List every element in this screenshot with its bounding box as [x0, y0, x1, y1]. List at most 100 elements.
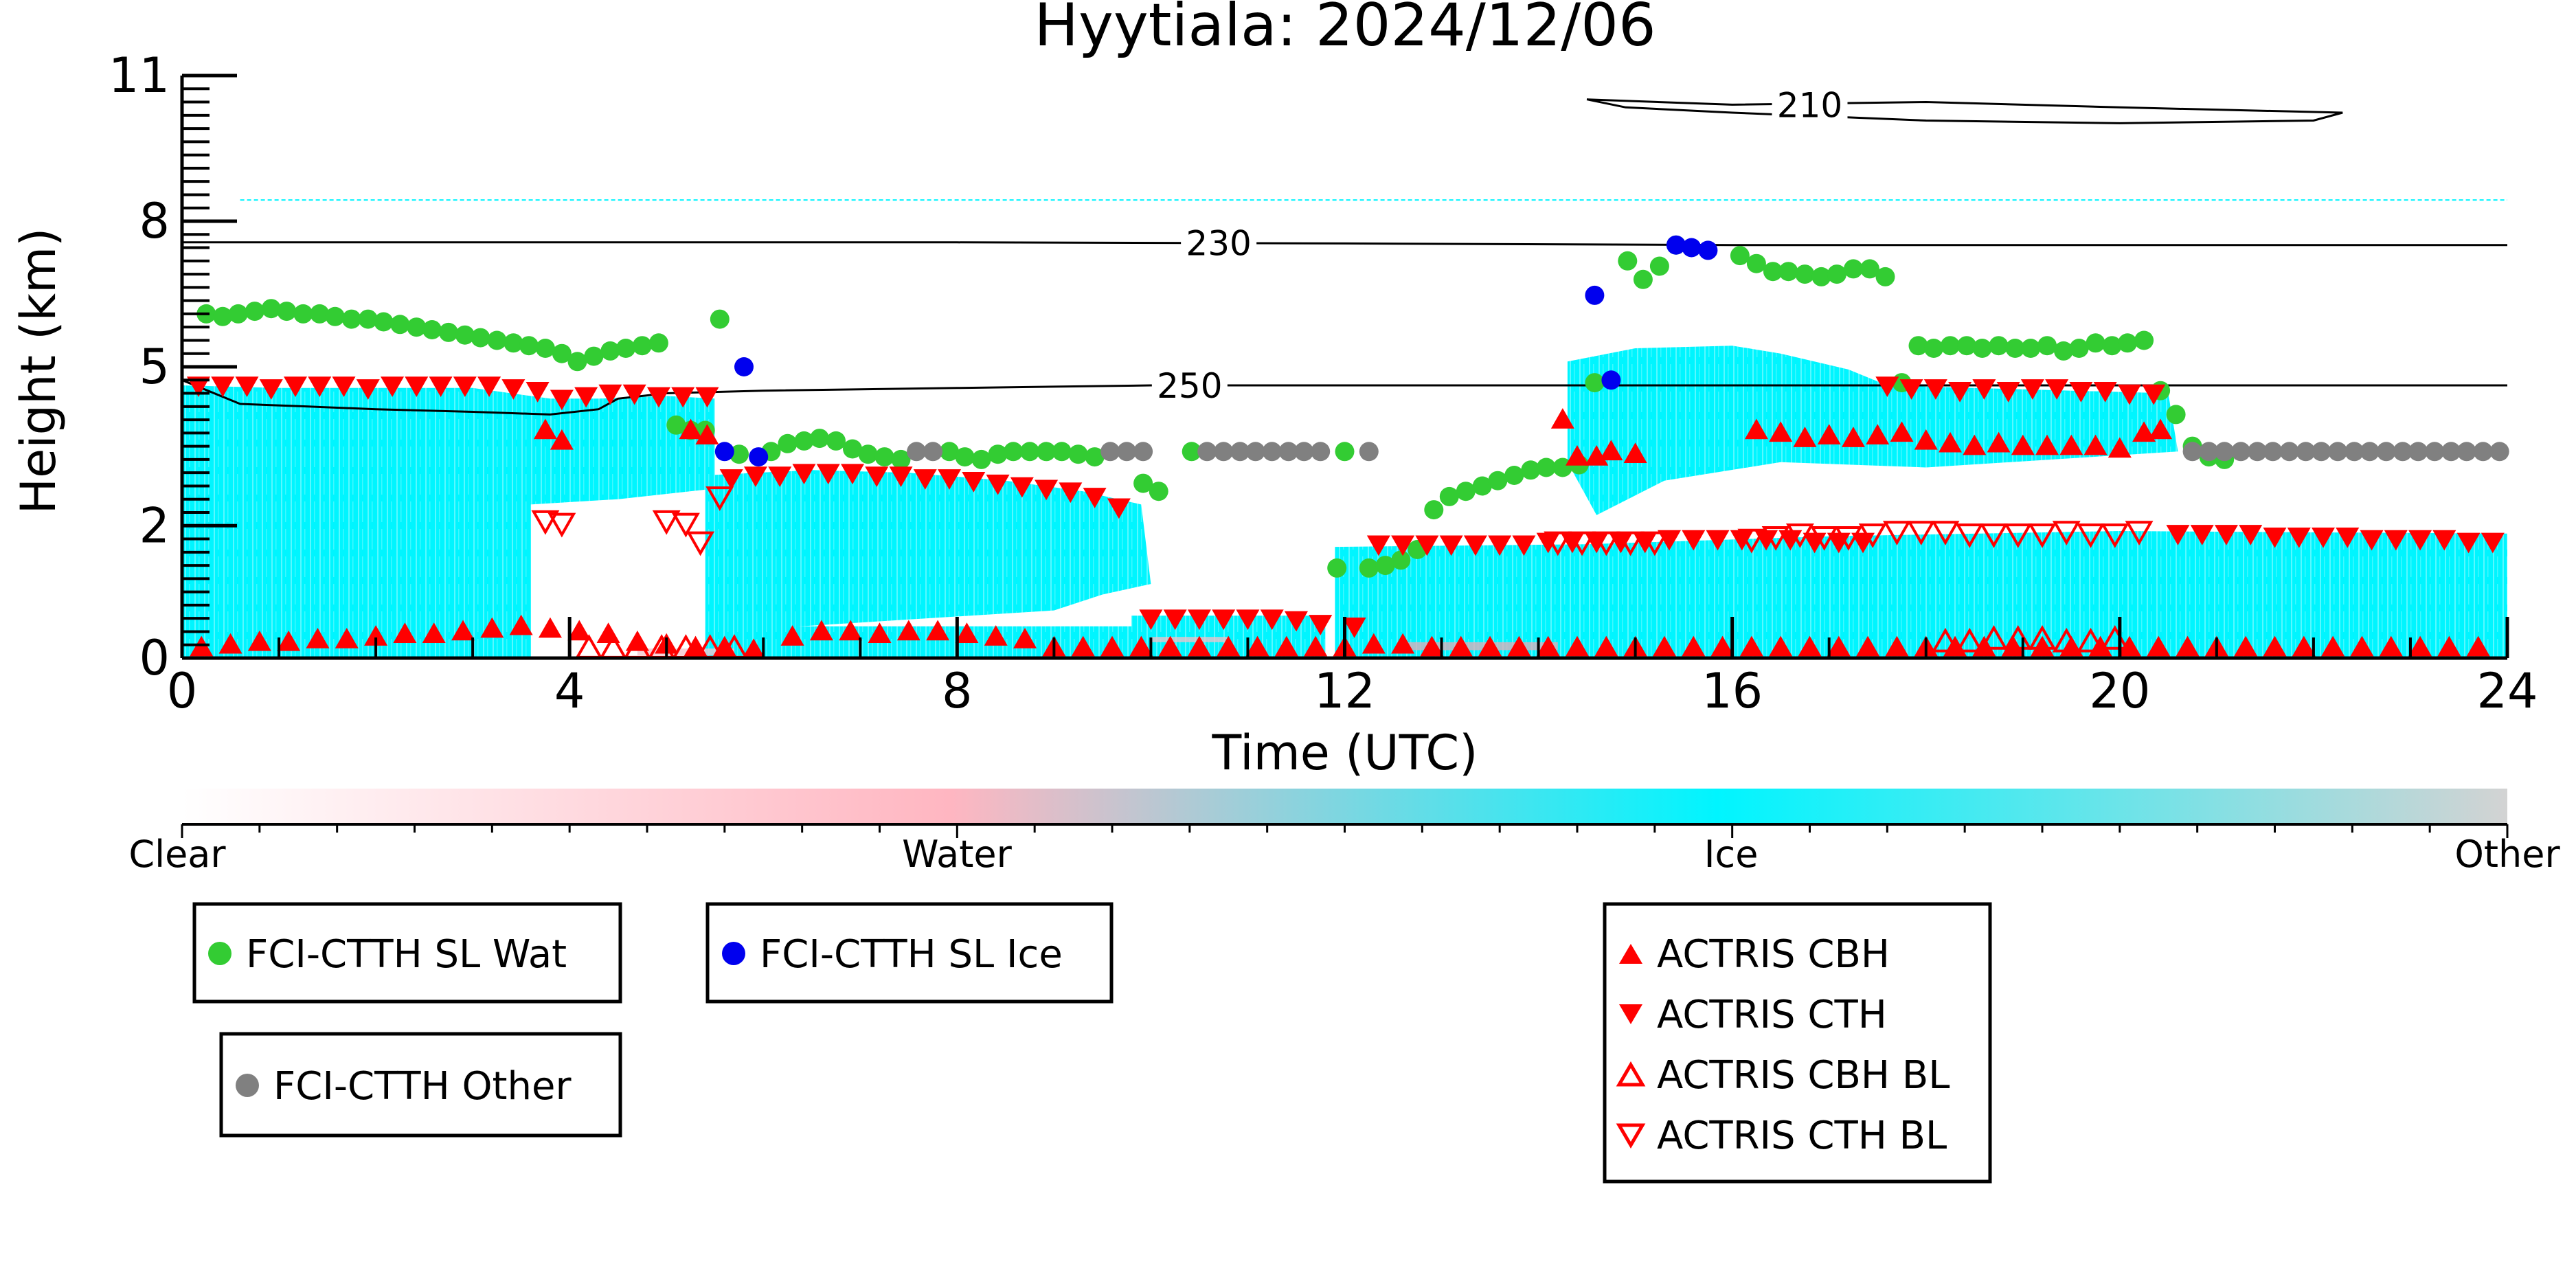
- legend-marker-other: [236, 1074, 259, 1097]
- legend-marker-cbh: [1619, 944, 1642, 964]
- data-point: [1980, 523, 2008, 548]
- data-point: [2004, 523, 2033, 548]
- data-point: [1795, 264, 1815, 284]
- data-point: [984, 625, 1008, 646]
- contour-label-250: 250: [1157, 366, 1222, 406]
- x-tick-label: 20: [2089, 663, 2150, 719]
- data-point: [567, 620, 591, 641]
- data-point: [1507, 635, 1531, 657]
- data-point: [1744, 418, 1768, 440]
- data-point: [2312, 442, 2331, 462]
- data-point: [1059, 482, 1083, 504]
- data-point: [429, 376, 453, 397]
- data-point: [1585, 373, 1605, 393]
- cloud-field: [182, 199, 2507, 658]
- data-point: [2263, 442, 2283, 462]
- data-point: [2215, 442, 2235, 462]
- data-point: [2083, 434, 2108, 455]
- data-point: [245, 302, 264, 321]
- data-point: [1939, 431, 1963, 453]
- data-point: [2456, 532, 2481, 554]
- data-point: [1504, 466, 1524, 485]
- data-point: [1311, 442, 1331, 462]
- data-point: [1746, 253, 1766, 273]
- data-point: [1129, 635, 1153, 657]
- data-point: [2384, 530, 2408, 551]
- data-point: [1798, 635, 1822, 657]
- legend: FCI-CTTH SL Wat FCI-CTTH SL Ice FCI-CTTH…: [192, 902, 1992, 1184]
- data-point: [228, 304, 248, 324]
- data-point: [1666, 235, 1686, 255]
- data-point: [2077, 523, 2105, 548]
- data-point: [2425, 442, 2445, 462]
- data-point: [358, 309, 378, 329]
- data-point: [1391, 550, 1411, 570]
- chart-title: Hyytiala: 2024/12/06: [1034, 0, 1656, 60]
- data-point: [1197, 442, 1217, 462]
- colorbar-ticks: [181, 824, 2509, 838]
- data-point: [616, 339, 635, 358]
- data-point: [218, 633, 242, 654]
- cloud-region: [705, 470, 1151, 658]
- contour-line-230: [182, 241, 2507, 247]
- data-point: [2312, 527, 2336, 548]
- data-point: [2176, 635, 2200, 657]
- data-point: [734, 357, 754, 376]
- y-tick-label: 11: [109, 47, 170, 104]
- data-point: [501, 379, 526, 400]
- data-point: [794, 431, 814, 451]
- data-point: [1616, 531, 1645, 556]
- data-point: [284, 376, 308, 397]
- data-point: [865, 466, 889, 488]
- data-point: [2239, 525, 2263, 545]
- data-point: [2031, 635, 2054, 657]
- data-point: [2086, 333, 2105, 353]
- data-point: [1980, 624, 2008, 650]
- data-point: [1139, 609, 1163, 631]
- data-point: [1618, 251, 1638, 271]
- data-point: [1536, 635, 1560, 657]
- contour-label-bg: [1181, 222, 1257, 261]
- data-point: [600, 341, 620, 361]
- data-point: [1858, 523, 1887, 548]
- data-point: [1068, 444, 1088, 464]
- data-point: [2350, 635, 2374, 657]
- data-point: [1212, 609, 1236, 631]
- data-point: [1803, 532, 1827, 554]
- legend-marker-cbh-bl: [1616, 1061, 1646, 1087]
- data-point: [2028, 523, 2057, 548]
- data-point: [1810, 526, 1839, 551]
- y-axis-label: Height (km): [10, 228, 67, 515]
- x-tick-label: 0: [167, 663, 198, 719]
- data-point: [374, 312, 394, 332]
- data-point: [1309, 615, 1333, 635]
- data-point: [2101, 523, 2129, 548]
- data-point: [1359, 442, 1379, 462]
- legend-marker-cth: [1619, 1004, 1642, 1024]
- data-point: [896, 620, 920, 641]
- data-point: [567, 352, 587, 372]
- data-point: [471, 328, 490, 348]
- data-point: [971, 449, 991, 469]
- data-point: [2263, 527, 2287, 548]
- data-point: [1763, 262, 1783, 282]
- data-point: [1955, 627, 1984, 653]
- data-point: [308, 376, 332, 397]
- data-point: [1633, 269, 1653, 289]
- data-point: [1420, 635, 1444, 657]
- data-point: [695, 424, 719, 444]
- data-point: [598, 384, 622, 405]
- data-point: [335, 628, 359, 648]
- data-point: [1262, 442, 1282, 462]
- data-point: [2077, 627, 2105, 653]
- legend-label-ice: FCI-CTTH SL Ice: [760, 932, 1063, 977]
- data-point: [1449, 635, 1473, 657]
- data-point: [1568, 531, 1596, 556]
- contour-lines: 230 250 210: [181, 84, 2507, 416]
- data-point: [1682, 635, 1706, 657]
- data-point: [538, 617, 562, 638]
- data-point: [2360, 442, 2380, 462]
- data-point: [1963, 434, 1987, 455]
- data-point: [2069, 339, 2089, 358]
- data-point: [1304, 635, 1328, 657]
